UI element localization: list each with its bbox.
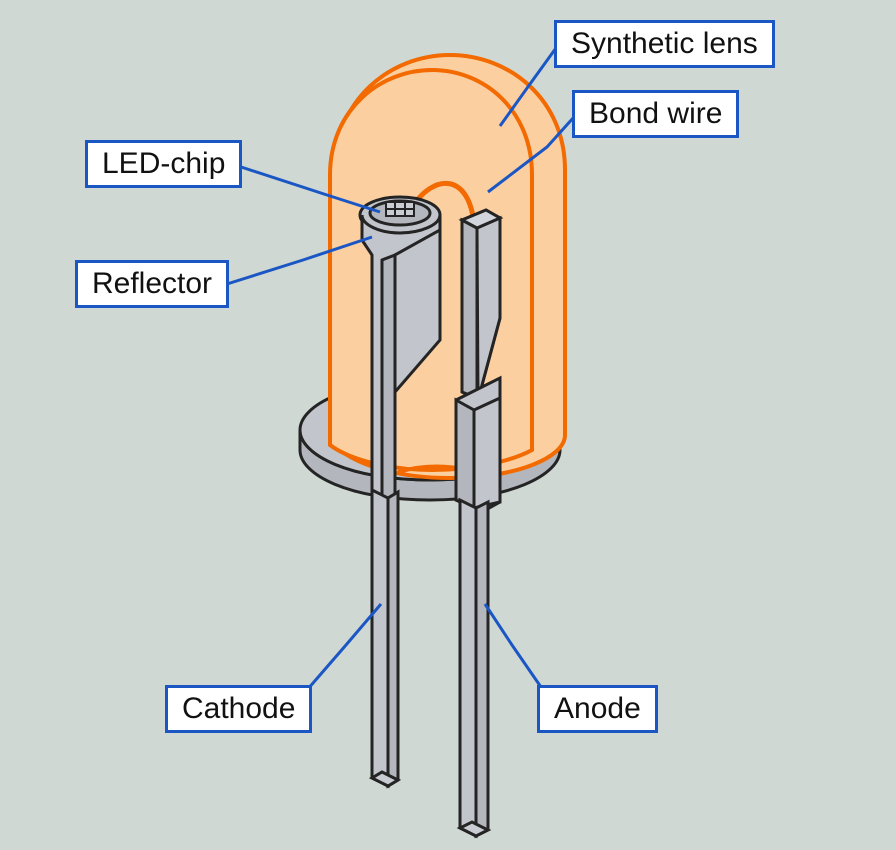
label-anode: Anode xyxy=(537,685,658,733)
label-text: Reflector xyxy=(92,267,212,300)
label-text: Cathode xyxy=(182,692,295,725)
label-reflector: Reflector xyxy=(75,260,229,308)
label-cathode: Cathode xyxy=(165,685,312,733)
label-text: Anode xyxy=(554,692,641,725)
anode-lead xyxy=(456,210,500,836)
label-led-chip: LED-chip xyxy=(85,140,242,188)
label-text: LED-chip xyxy=(102,147,225,180)
label-text: Synthetic lens xyxy=(571,27,758,60)
label-text: Bond wire xyxy=(589,97,722,130)
label-synthetic-lens: Synthetic lens xyxy=(554,20,775,68)
led-diagram xyxy=(0,0,896,850)
label-bond-wire: Bond wire xyxy=(572,90,739,138)
